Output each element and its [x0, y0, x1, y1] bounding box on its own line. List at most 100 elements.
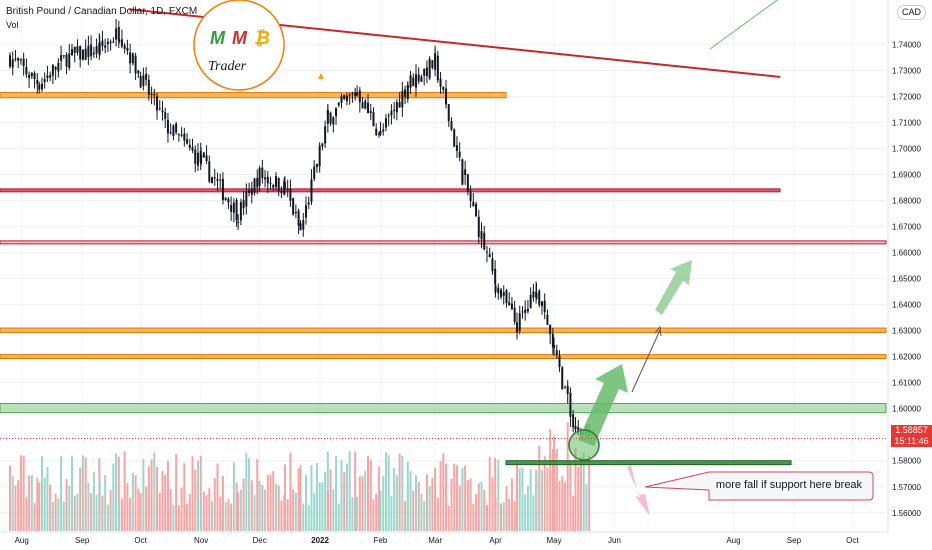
- volume-bar: [230, 503, 233, 531]
- price-tick-label: 1.58000: [892, 457, 921, 466]
- volume-bar: [216, 463, 219, 531]
- candle-body: [117, 27, 120, 41]
- candle-body: [577, 426, 580, 431]
- time-tick-label: Oct: [846, 536, 859, 545]
- volume-bar: [302, 503, 305, 531]
- candle-body: [546, 314, 549, 325]
- volume-bar: [221, 476, 224, 531]
- candle-body: [315, 164, 318, 167]
- volume-bar: [81, 455, 84, 531]
- time-tick-label: Jun: [608, 536, 621, 545]
- annotation-callout[interactable]: more fall if support here break: [715, 479, 863, 491]
- price-tick-label: 1.66000: [892, 249, 921, 258]
- candle-body: [68, 53, 71, 68]
- candle-body: [200, 154, 203, 165]
- candle-body: [120, 39, 123, 47]
- candle-body: [17, 57, 20, 61]
- volume-bar: [166, 460, 169, 531]
- candle-body: [494, 268, 497, 285]
- volume-bar: [175, 453, 178, 531]
- volume-bar: [126, 483, 129, 531]
- volume-bar: [232, 462, 235, 531]
- volume-bar: [458, 485, 461, 531]
- candle-body: [332, 117, 335, 125]
- volume-bar: [475, 494, 478, 531]
- candle-body: [329, 112, 332, 124]
- candle-body: [439, 78, 442, 87]
- candle-body: [219, 179, 222, 181]
- volume-bar: [294, 492, 297, 531]
- volume-bar: [208, 488, 211, 531]
- candle-body: [356, 92, 359, 96]
- candle-body: [131, 53, 134, 64]
- volume-bar: [315, 463, 318, 531]
- volume-bar: [577, 466, 580, 531]
- volume-bar: [491, 477, 494, 531]
- candle-body: [431, 60, 434, 68]
- candle-body: [186, 139, 189, 144]
- candle-body: [269, 182, 272, 184]
- volume-bar: [199, 456, 202, 531]
- volume-bar: [375, 493, 378, 531]
- candle-body: [224, 198, 227, 201]
- volume-bar: [364, 471, 367, 531]
- volume-bar: [505, 486, 508, 531]
- candle-body: [384, 118, 387, 128]
- candle-body: [524, 309, 527, 314]
- volume-bar: [101, 495, 104, 531]
- volume-bar: [92, 471, 95, 531]
- volume-bar: [466, 479, 469, 531]
- candle-body: [104, 45, 107, 48]
- candle-body: [92, 52, 95, 55]
- volume-bar: [28, 475, 31, 531]
- time-tick-label: Mar: [428, 536, 442, 545]
- volume-bar: [356, 496, 359, 531]
- volume-bar: [436, 497, 439, 531]
- volume-bar: [423, 501, 426, 531]
- candle-body: [453, 129, 456, 147]
- candle-body: [258, 167, 261, 186]
- candle-body: [540, 301, 543, 307]
- volume-bar: [409, 471, 412, 531]
- candle-body: [256, 177, 259, 188]
- volume-bar: [553, 436, 556, 531]
- candle-body: [310, 179, 313, 202]
- candle-body: [549, 324, 552, 335]
- volume-bar: [472, 503, 475, 531]
- candle-body: [126, 47, 129, 51]
- candle-body: [450, 121, 453, 130]
- volume-bar: [372, 499, 375, 531]
- chart-drawings: M M ₿ Trader: [0, 0, 886, 516]
- volume-bar: [62, 501, 65, 531]
- volume-bar: [25, 497, 28, 531]
- volume-bar: [40, 456, 43, 531]
- volume-bar: [289, 452, 292, 531]
- volume-bar: [563, 482, 566, 531]
- candle-body: [60, 54, 63, 61]
- volume-bar: [211, 500, 214, 531]
- volume-bar: [469, 478, 472, 531]
- candle-body: [445, 88, 448, 105]
- candle-body: [553, 344, 556, 349]
- price-tick-label: 1.57000: [892, 483, 921, 492]
- up-arrow-large: [578, 364, 628, 446]
- candle-body: [98, 42, 101, 55]
- candle-body: [461, 171, 464, 185]
- candle-body: [115, 28, 118, 40]
- volume-bar: [239, 489, 242, 531]
- candle-body: [142, 75, 145, 86]
- volume-bar: [117, 456, 120, 531]
- volume-bar: [497, 459, 500, 531]
- candle-body: [237, 221, 240, 223]
- time-tick-label: Nov: [194, 536, 208, 545]
- candle-body: [321, 143, 324, 147]
- volume-bar: [269, 474, 272, 531]
- volume-bar: [313, 492, 316, 531]
- volume-bar: [351, 497, 354, 531]
- volume-bar: [305, 474, 308, 531]
- currency-badge[interactable]: CAD: [897, 5, 926, 20]
- volume-bar: [540, 469, 543, 531]
- volume-bar: [131, 472, 134, 531]
- candle-body: [297, 210, 300, 226]
